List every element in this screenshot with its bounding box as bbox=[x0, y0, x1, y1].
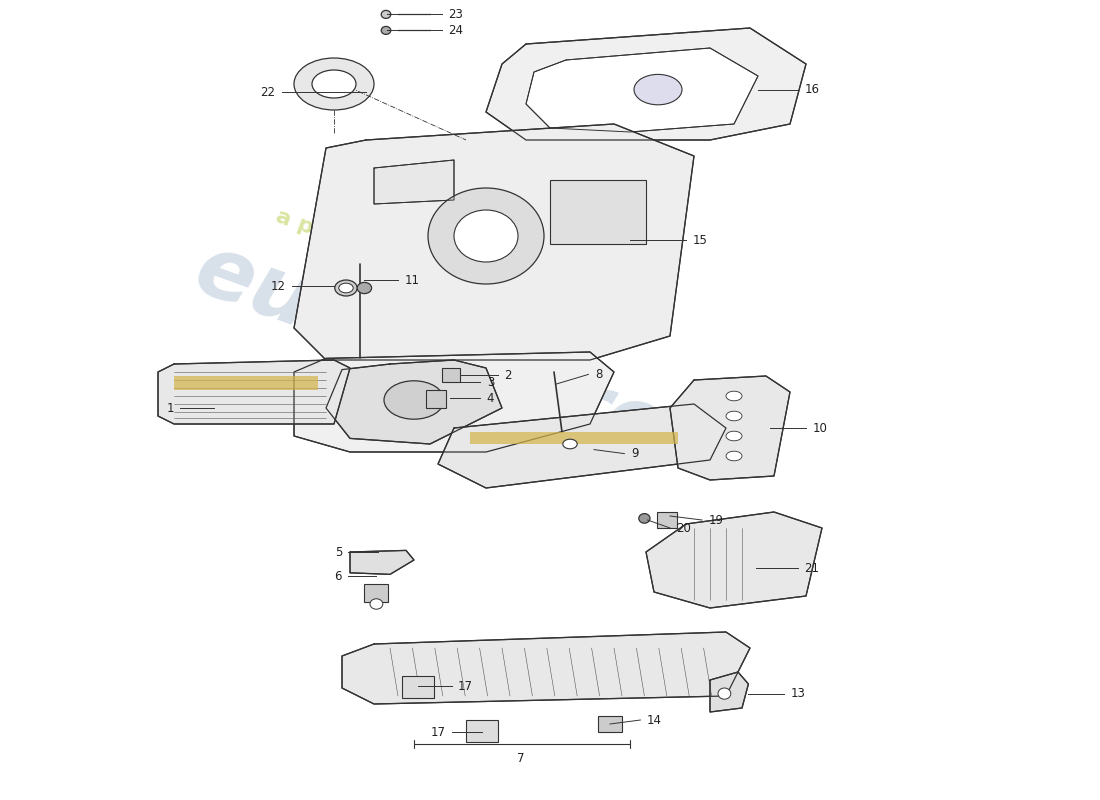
Text: 4: 4 bbox=[487, 392, 494, 405]
Polygon shape bbox=[526, 48, 758, 132]
Text: 23: 23 bbox=[449, 8, 463, 21]
Ellipse shape bbox=[339, 283, 353, 293]
Text: 3: 3 bbox=[487, 376, 494, 389]
Ellipse shape bbox=[312, 70, 356, 98]
FancyBboxPatch shape bbox=[466, 720, 498, 742]
Text: 8: 8 bbox=[595, 368, 602, 381]
Text: 17: 17 bbox=[458, 680, 473, 693]
Polygon shape bbox=[326, 360, 502, 444]
Polygon shape bbox=[374, 160, 454, 204]
Ellipse shape bbox=[428, 188, 544, 284]
FancyBboxPatch shape bbox=[364, 584, 388, 602]
Text: 20: 20 bbox=[676, 522, 691, 534]
Ellipse shape bbox=[718, 688, 730, 699]
Polygon shape bbox=[342, 632, 750, 704]
Polygon shape bbox=[294, 124, 694, 360]
FancyBboxPatch shape bbox=[426, 390, 446, 408]
FancyBboxPatch shape bbox=[657, 512, 678, 528]
Text: 15: 15 bbox=[692, 234, 707, 246]
Text: 21: 21 bbox=[804, 562, 820, 574]
Ellipse shape bbox=[454, 210, 518, 262]
Polygon shape bbox=[158, 360, 350, 424]
Ellipse shape bbox=[726, 431, 742, 441]
Text: 22: 22 bbox=[261, 86, 276, 98]
Ellipse shape bbox=[382, 26, 390, 34]
Polygon shape bbox=[710, 672, 748, 712]
Text: 2: 2 bbox=[505, 369, 512, 382]
FancyBboxPatch shape bbox=[598, 716, 622, 732]
Text: 9: 9 bbox=[630, 447, 638, 460]
Polygon shape bbox=[646, 512, 822, 608]
Text: eurospares: eurospares bbox=[184, 228, 724, 492]
Text: 16: 16 bbox=[804, 83, 820, 96]
Ellipse shape bbox=[563, 439, 578, 449]
Ellipse shape bbox=[358, 282, 372, 294]
Ellipse shape bbox=[370, 598, 383, 610]
Text: a passion for parts since 1985: a passion for parts since 1985 bbox=[273, 206, 636, 354]
Ellipse shape bbox=[382, 10, 390, 18]
Polygon shape bbox=[294, 352, 614, 452]
Ellipse shape bbox=[294, 58, 374, 110]
Polygon shape bbox=[438, 404, 726, 488]
Polygon shape bbox=[670, 376, 790, 480]
Ellipse shape bbox=[726, 411, 742, 421]
Ellipse shape bbox=[726, 391, 742, 401]
Text: 5: 5 bbox=[334, 546, 342, 558]
Text: 14: 14 bbox=[647, 714, 662, 726]
Polygon shape bbox=[486, 28, 806, 140]
Text: 10: 10 bbox=[813, 422, 827, 434]
Ellipse shape bbox=[634, 74, 682, 105]
Text: 17: 17 bbox=[430, 726, 446, 738]
Text: 6: 6 bbox=[334, 570, 342, 582]
Ellipse shape bbox=[334, 280, 358, 296]
Ellipse shape bbox=[384, 381, 444, 419]
FancyBboxPatch shape bbox=[550, 180, 646, 244]
FancyBboxPatch shape bbox=[402, 676, 434, 698]
FancyBboxPatch shape bbox=[470, 432, 678, 444]
Ellipse shape bbox=[726, 451, 742, 461]
Text: 1: 1 bbox=[166, 402, 174, 414]
Text: 13: 13 bbox=[791, 687, 805, 700]
Text: 19: 19 bbox=[708, 514, 724, 526]
Text: 11: 11 bbox=[405, 274, 419, 286]
FancyBboxPatch shape bbox=[174, 376, 318, 390]
FancyBboxPatch shape bbox=[442, 368, 460, 382]
Text: 7: 7 bbox=[517, 752, 525, 765]
Polygon shape bbox=[350, 550, 414, 574]
Ellipse shape bbox=[639, 514, 650, 523]
Text: 12: 12 bbox=[271, 280, 286, 293]
Text: 24: 24 bbox=[449, 24, 463, 37]
